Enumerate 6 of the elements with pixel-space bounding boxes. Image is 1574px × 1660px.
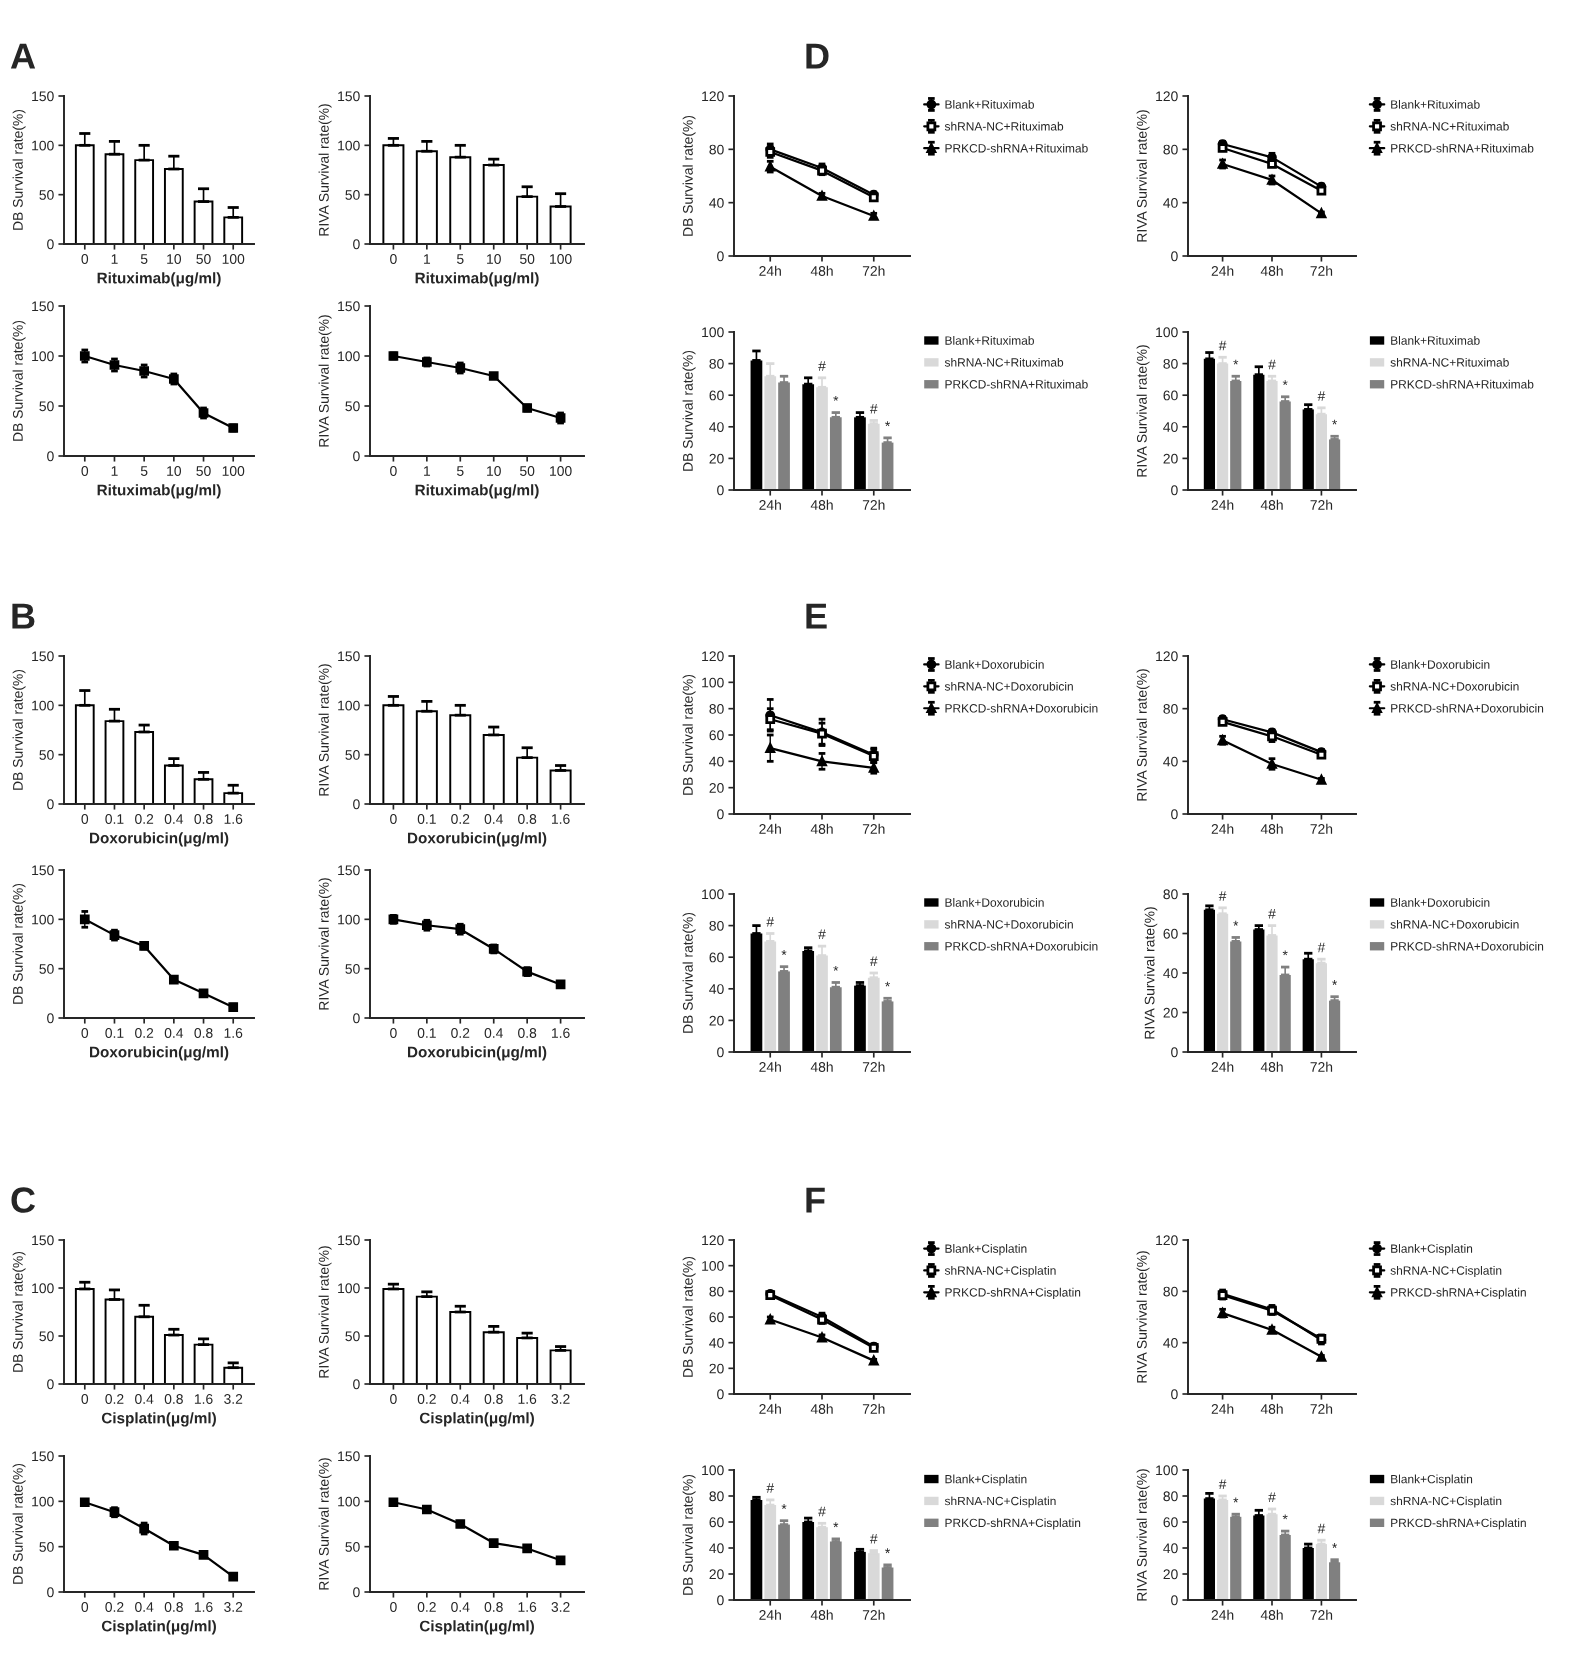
text: A: [10, 43, 36, 69]
text: C: [11, 1187, 36, 1213]
text: E: [806, 603, 827, 629]
text: F: [806, 1187, 825, 1213]
text: B: [12, 603, 35, 629]
text: D: [806, 43, 829, 69]
